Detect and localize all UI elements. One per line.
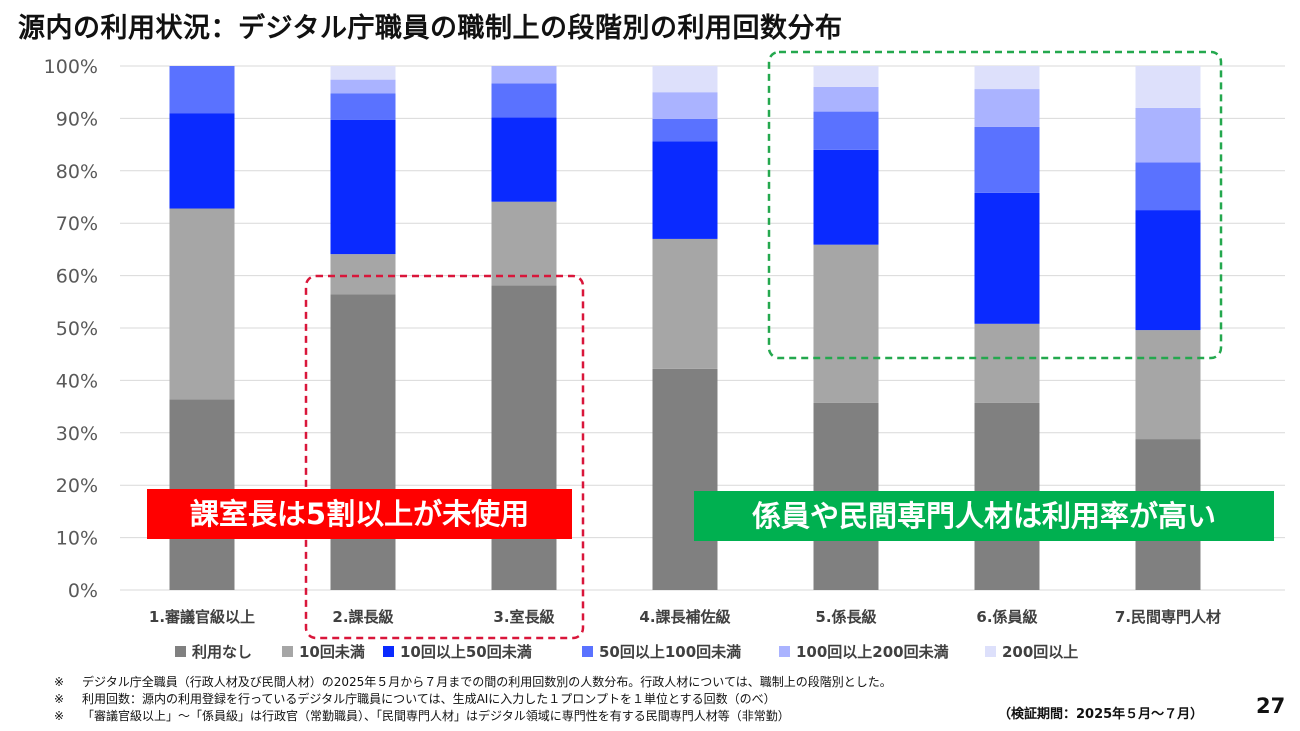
bar-segment [330,294,396,590]
bar-segment [652,92,718,119]
bar-segment [1135,66,1201,108]
footnote-text: デジタル庁全職員（行政人材及び民間人材）の2025年５月から７月までの間の利用回… [82,675,892,689]
bar-segment [652,141,718,239]
bar-segment [813,66,879,87]
bar-segment [652,66,718,93]
highlight-box-managers [304,274,585,640]
bar-segment [813,149,879,245]
legend-label: 10回以上50回未満 [400,643,532,661]
legend-label: 50回以上100回未満 [599,643,741,661]
bar-segment [974,323,1040,403]
y-tick-label: 10% [56,528,98,550]
footnote: ※ 「審議官級以上」～「係員級」は行政官（常勤職員）、「民間専門人材」はデジタル… [54,708,892,725]
bar-segment [491,83,557,118]
y-tick-label: 80% [56,161,98,183]
bar-segment [169,208,235,400]
bar-segment [1135,107,1201,163]
bar-segment [974,66,1040,90]
legend-label: 10回未満 [299,643,365,661]
x-tick-label: 4.課長補佐級 [639,608,730,626]
callout-manager-unused: 課室長は5割以上が未使用 [147,489,572,539]
bar-segment [974,126,1040,193]
footnote-text: 「審議官級以上」～「係員級」は行政官（常勤職員）、「民間専門人材」はデジタル領域… [82,709,790,723]
y-tick-label: 100% [44,56,98,78]
bar-segment [169,113,235,209]
bar-segment [491,66,557,84]
legend-swatch [582,646,593,657]
x-tick-label: 7.民間専門人材 [1115,608,1221,626]
legend-swatch [779,646,790,657]
legend-swatch [985,646,996,657]
bar-segment [330,66,396,80]
bar-segment [491,117,557,202]
bar-segment [974,89,1040,127]
footnote-mark: ※ [54,692,65,706]
bars [169,66,1201,590]
bar-segment [169,66,235,114]
footnote-mark: ※ [54,675,65,689]
legend-label: 利用なし [192,643,252,661]
bar-segment [652,368,718,590]
bar-segment [1135,162,1201,211]
axis-labels: 0% 10% 20% 30% 40% 50% 60% 70% 80% 90% 100% 1.審議官級以… [44,56,1221,626]
y-tick-label: 20% [56,475,98,497]
y-tick-label: 0% [68,580,98,602]
y-tick-label: 70% [56,213,98,235]
bar-segment [813,244,879,403]
y-tick-label: 60% [56,266,98,288]
y-tick-label: 50% [56,318,98,340]
page-title: 源内の利用状況：デジタル庁職員の職制上の段階別の利用回数分布 [18,13,843,44]
bar-segment [330,254,396,295]
highlight-box-staff [767,50,1223,360]
bar-segment [1135,210,1201,331]
y-tick-label: 90% [56,108,98,130]
verification-period: （検証期間：2025年５月～７月） [998,707,1204,722]
footnote: ※ デジタル庁全職員（行政人材及び民間人材）の2025年５月から７月までの間の利… [54,674,892,691]
bar-segment [1135,330,1201,440]
x-tick-label: 2.課長級 [332,608,393,626]
legend-label: 200回以上 [1002,643,1078,661]
y-tick-label: 40% [56,370,98,392]
callout-staff-high-usage: 係員や民間専門人材は利用率が高い [694,491,1274,541]
legend-label: 100回以上200回未満 [796,643,949,661]
x-tick-label: 5.係長級 [815,608,876,626]
bar-segment [652,238,718,369]
bar-segment [491,201,557,286]
bar-segment [330,79,396,94]
bar-segment [813,111,879,150]
x-tick-label: 1.審議官級以上 [149,608,255,626]
legend-swatch [282,646,293,657]
legend-swatch [383,646,394,657]
bar-segment [813,86,879,112]
bar-segment [330,93,396,120]
y-tick-label: 30% [56,423,98,445]
x-tick-label: 3.室長級 [493,608,554,626]
bar-segment [491,285,557,590]
legend: 利用なし 10回未満 10回以上50回未満 50回以上100回未満 100回以上200回… [175,643,1078,661]
footnotes: ※ デジタル庁全職員（行政人材及び民間人材）の2025年５月から７月までの間の利… [54,674,892,725]
footnote: ※ 利用回数：源内の利用登録を行っているデジタル庁職員については、生成AIに入力… [54,691,892,708]
footnote-text: 利用回数：源内の利用登録を行っているデジタル庁職員については、生成AIに入力した… [82,692,776,706]
page-number: 27 [1256,694,1286,718]
bar-segment [330,119,396,255]
highlight-boxes [304,50,1223,640]
legend-swatch [175,646,186,657]
bar-segment [652,118,718,142]
footnote-mark: ※ [54,709,65,723]
bar-segment [974,192,1040,324]
x-tick-label: 6.係員級 [976,608,1037,626]
